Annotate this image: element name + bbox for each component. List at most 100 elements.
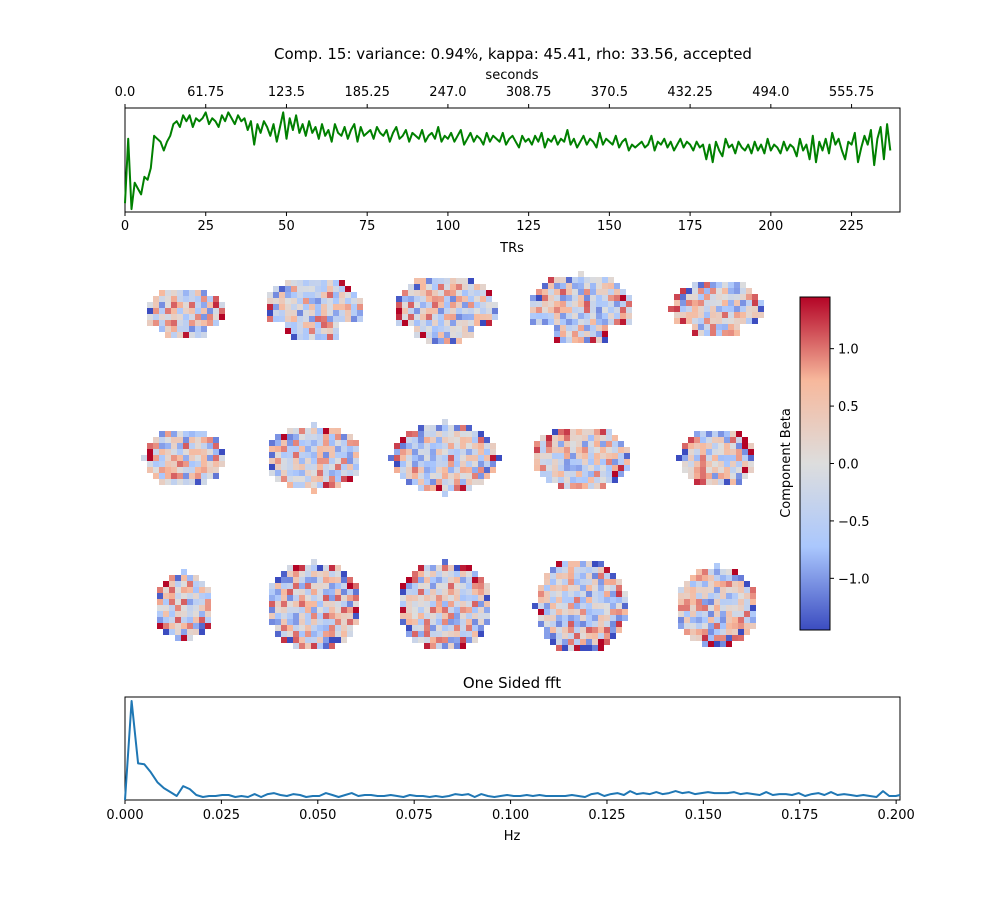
voxel: [714, 611, 720, 617]
voxel: [460, 583, 466, 589]
voxel: [592, 645, 598, 651]
voxel: [732, 575, 738, 581]
voxel: [357, 304, 363, 310]
voxel: [472, 589, 478, 595]
voxel: [207, 314, 213, 320]
voxel: [682, 461, 688, 467]
voxel: [333, 322, 339, 328]
voxel: [273, 310, 279, 316]
voxel: [462, 302, 468, 308]
voxel: [554, 283, 560, 289]
voxel: [712, 473, 718, 479]
voxel: [608, 307, 614, 313]
voxel: [738, 587, 744, 593]
colorbar-tick-label: −1.0: [838, 572, 870, 587]
voxel: [159, 479, 165, 485]
voxel: [466, 595, 472, 601]
voxel: [341, 595, 347, 601]
voxel: [341, 601, 347, 607]
voxel: [688, 455, 694, 461]
voxel: [596, 331, 602, 337]
voxel: [586, 633, 592, 639]
voxel: [353, 583, 359, 589]
fft-plot-frame: [124, 696, 901, 801]
voxel: [285, 328, 291, 334]
voxel: [305, 607, 311, 613]
voxel: [586, 573, 592, 579]
voxel: [454, 443, 460, 449]
voxel: [273, 298, 279, 304]
voxel: [554, 313, 560, 319]
voxel: [406, 455, 412, 461]
voxel: [704, 300, 710, 306]
voxel: [718, 479, 724, 485]
voxel: [430, 601, 436, 607]
voxel: [406, 479, 412, 485]
voxel: [582, 483, 588, 489]
voxel: [406, 619, 412, 625]
voxel: [592, 573, 598, 579]
voxel: [550, 597, 556, 603]
voxel: [582, 441, 588, 447]
voxel: [291, 334, 297, 340]
voxel: [347, 452, 353, 458]
voxel: [430, 425, 436, 431]
voxel: [724, 461, 730, 467]
voxel: [189, 443, 195, 449]
voxel: [339, 316, 345, 322]
voxel: [562, 579, 568, 585]
voxel: [450, 314, 456, 320]
voxel: [694, 437, 700, 443]
voxel: [329, 428, 335, 434]
voxel: [165, 314, 171, 320]
voxel: [195, 332, 201, 338]
voxel: [353, 589, 359, 595]
voxel: [678, 611, 684, 617]
voxel: [692, 330, 698, 336]
voxel: [600, 459, 606, 465]
voxel: [564, 441, 570, 447]
voxel: [309, 286, 315, 292]
voxel: [472, 583, 478, 589]
voxel: [147, 302, 153, 308]
voxel: [678, 617, 684, 623]
voxel: [299, 589, 305, 595]
voxel: [750, 593, 756, 599]
voxel: [732, 629, 738, 635]
voxel: [574, 615, 580, 621]
voxel: [329, 446, 335, 452]
voxel: [299, 458, 305, 464]
voxel: [335, 601, 341, 607]
voxel: [305, 440, 311, 446]
voxel: [682, 467, 688, 473]
voxel: [454, 637, 460, 643]
voxel: [341, 440, 347, 446]
voxel: [181, 623, 187, 629]
voxel: [586, 567, 592, 573]
voxel: [732, 593, 738, 599]
voxel: [281, 476, 287, 482]
voxel: [570, 429, 576, 435]
voxel: [588, 429, 594, 435]
voxel: [153, 449, 159, 455]
voxel: [608, 295, 614, 301]
voxel: [600, 435, 606, 441]
voxel: [466, 479, 472, 485]
voxel: [424, 437, 430, 443]
voxel: [686, 312, 692, 318]
voxel: [213, 320, 219, 326]
voxel: [460, 437, 466, 443]
voxel: [606, 429, 612, 435]
voxel: [594, 471, 600, 477]
voxel: [418, 467, 424, 473]
voxel: [213, 461, 219, 467]
voxel: [702, 629, 708, 635]
voxel: [281, 434, 287, 440]
voxel: [305, 470, 311, 476]
voxel: [568, 567, 574, 573]
voxel: [454, 485, 460, 491]
voxel: [736, 443, 742, 449]
voxel: [335, 428, 341, 434]
voxel: [281, 631, 287, 637]
voxel: [159, 431, 165, 437]
